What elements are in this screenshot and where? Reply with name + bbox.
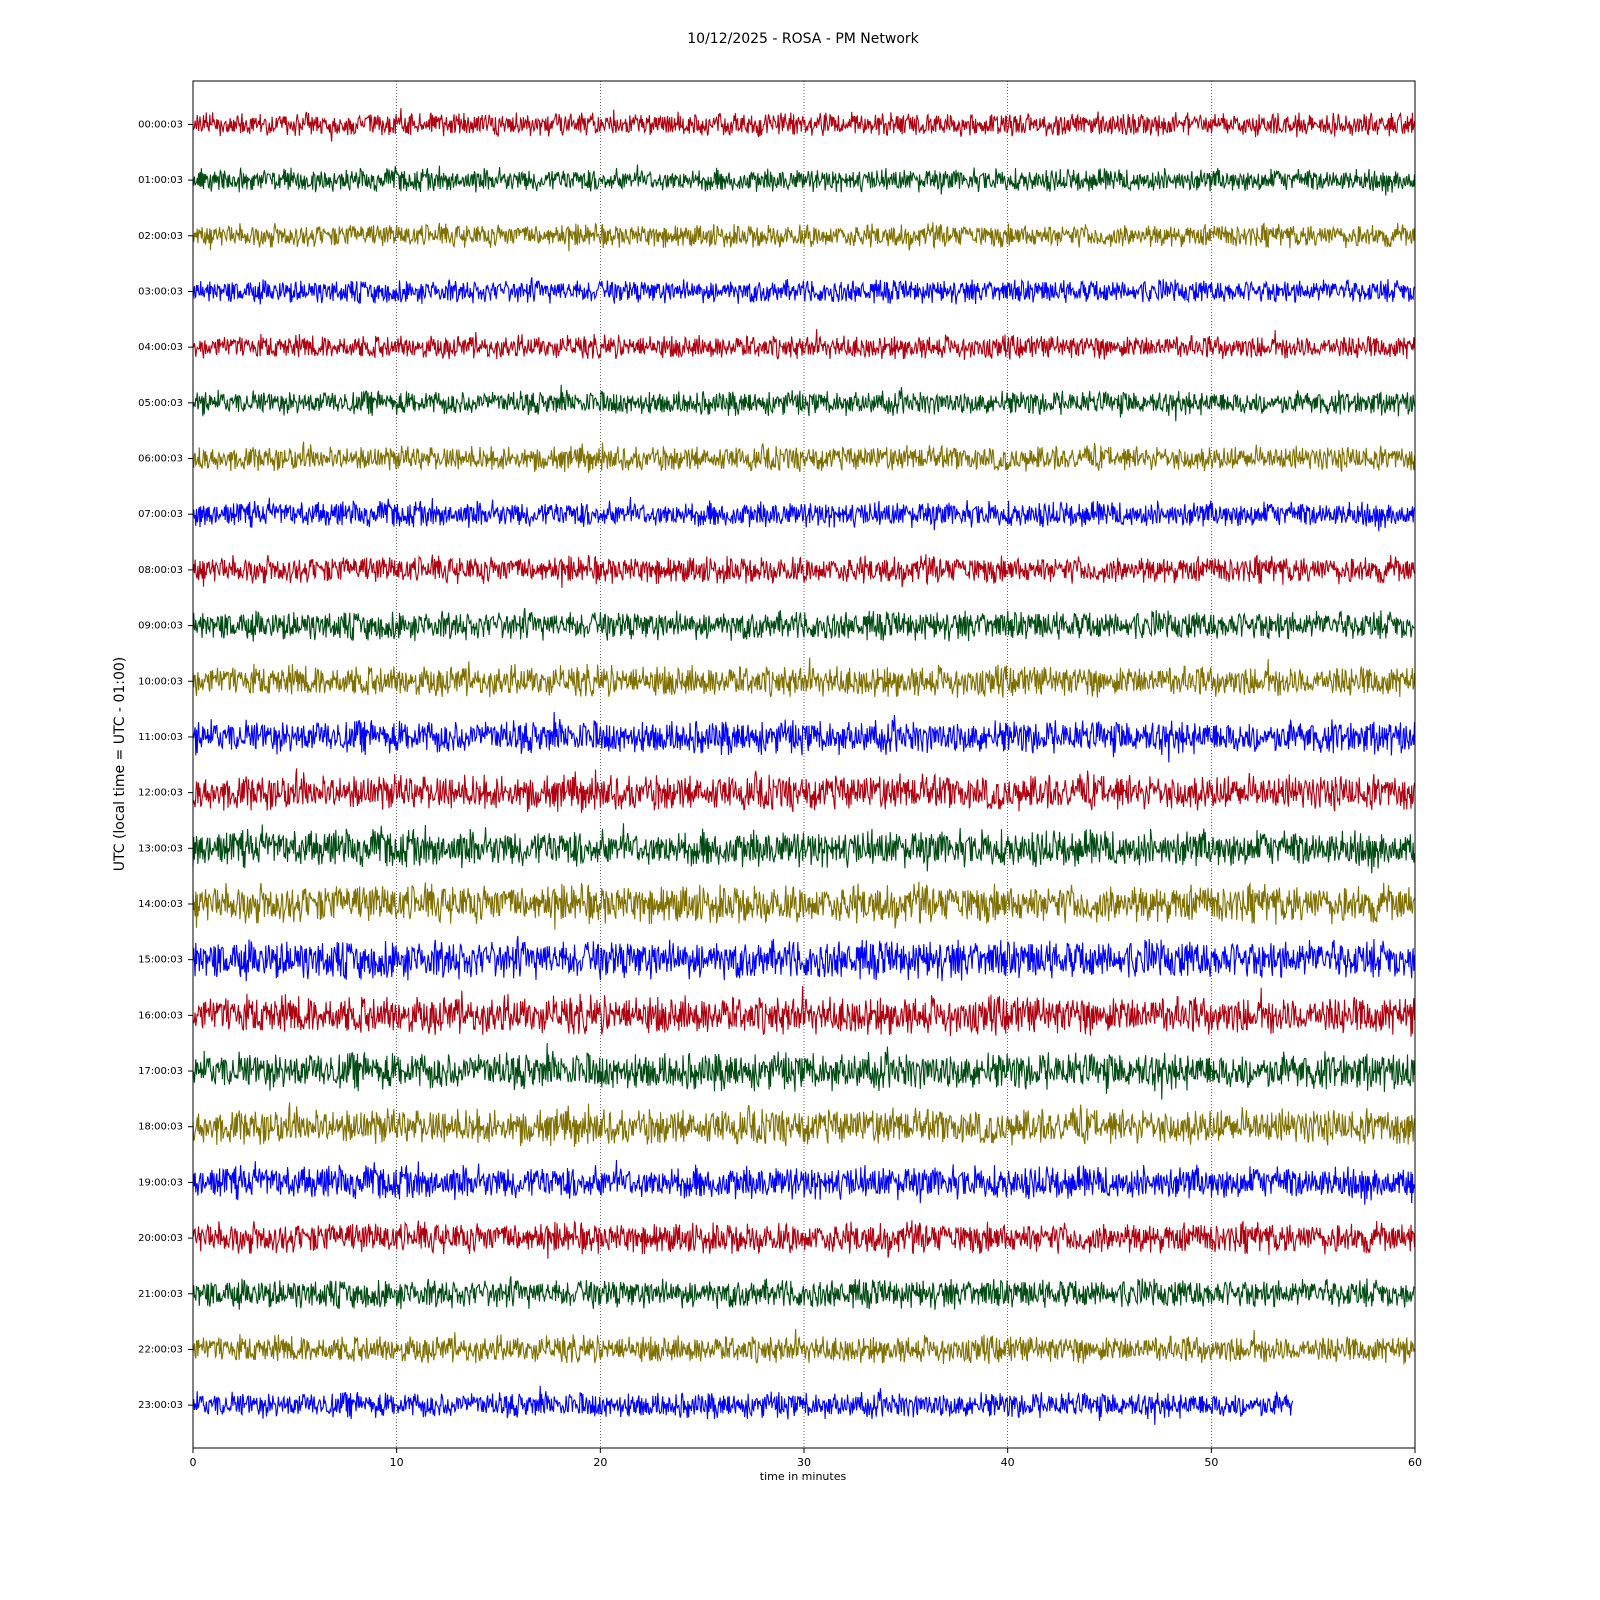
y-tick-label: 11:00:03 [138, 732, 183, 743]
y-tick-label: 12:00:03 [138, 788, 183, 799]
trace [192, 1102, 1416, 1148]
trace [192, 711, 1416, 763]
trace [192, 607, 1415, 642]
trace [192, 1276, 1415, 1310]
y-tick-label: 13:00:03 [138, 843, 183, 854]
trace [192, 1042, 1416, 1100]
y-tick-label: 19:00:03 [138, 1177, 183, 1188]
x-tick-label: 0 [190, 1456, 197, 1469]
trace [192, 1385, 1294, 1425]
y-tick-label: 05:00:03 [138, 398, 183, 409]
trace [192, 1220, 1416, 1259]
y-tick-label: 18:00:03 [138, 1122, 183, 1133]
trace [192, 108, 1416, 142]
y-tick-label: 14:00:03 [138, 899, 183, 910]
y-tick-label: 15:00:03 [138, 955, 183, 966]
trace [192, 164, 1416, 196]
x-tick-label: 10 [390, 1456, 404, 1469]
y-tick-label: 08:00:03 [138, 565, 183, 576]
trace [192, 1328, 1416, 1365]
trace [192, 657, 1416, 698]
y-tick-label: 17:00:03 [138, 1066, 183, 1077]
y-tick-label: 03:00:03 [138, 286, 183, 297]
y-tick-label: 01:00:03 [138, 175, 183, 186]
y-tick-label: 06:00:03 [138, 454, 183, 465]
trace [192, 823, 1416, 874]
plot-frame [192, 80, 1416, 1449]
y-tick-label: 16:00:03 [138, 1010, 183, 1021]
y-tick-label: 09:00:03 [138, 621, 183, 632]
y-tick-label: 22:00:03 [138, 1344, 183, 1355]
trace [192, 441, 1416, 473]
chart-title: 10/12/2025 - ROSA - PM Network [687, 31, 919, 47]
x-tick-label: 60 [1408, 1456, 1422, 1469]
y-tick-label: 04:00:03 [138, 342, 183, 353]
trace [192, 985, 1416, 1037]
trace [192, 554, 1416, 588]
y-tick-label: 21:00:03 [138, 1289, 183, 1300]
trace [192, 329, 1416, 360]
y-tick-label: 02:00:03 [138, 231, 183, 242]
trace [192, 1159, 1416, 1205]
trace [192, 384, 1416, 422]
trace [192, 935, 1416, 982]
y-tick-label: 07:00:03 [138, 509, 183, 520]
x-tick-label: 20 [593, 1456, 607, 1469]
trace [192, 277, 1416, 305]
trace [192, 768, 1416, 813]
y-tick-label: 10:00:03 [138, 676, 183, 687]
x-axis-label: time in minutes [760, 1470, 847, 1483]
trace [192, 222, 1416, 252]
trace [192, 881, 1416, 930]
y-tick-label: 23:00:03 [138, 1400, 183, 1411]
trace [192, 496, 1416, 532]
y-tick-label: 20:00:03 [138, 1233, 183, 1244]
y-axis-label: UTC (local time = UTC - 01:00) [112, 657, 128, 872]
x-tick-label: 30 [797, 1456, 811, 1469]
x-tick-label: 40 [1001, 1456, 1015, 1469]
y-tick-label: 00:00:03 [138, 119, 183, 130]
x-tick-label: 50 [1204, 1456, 1218, 1469]
